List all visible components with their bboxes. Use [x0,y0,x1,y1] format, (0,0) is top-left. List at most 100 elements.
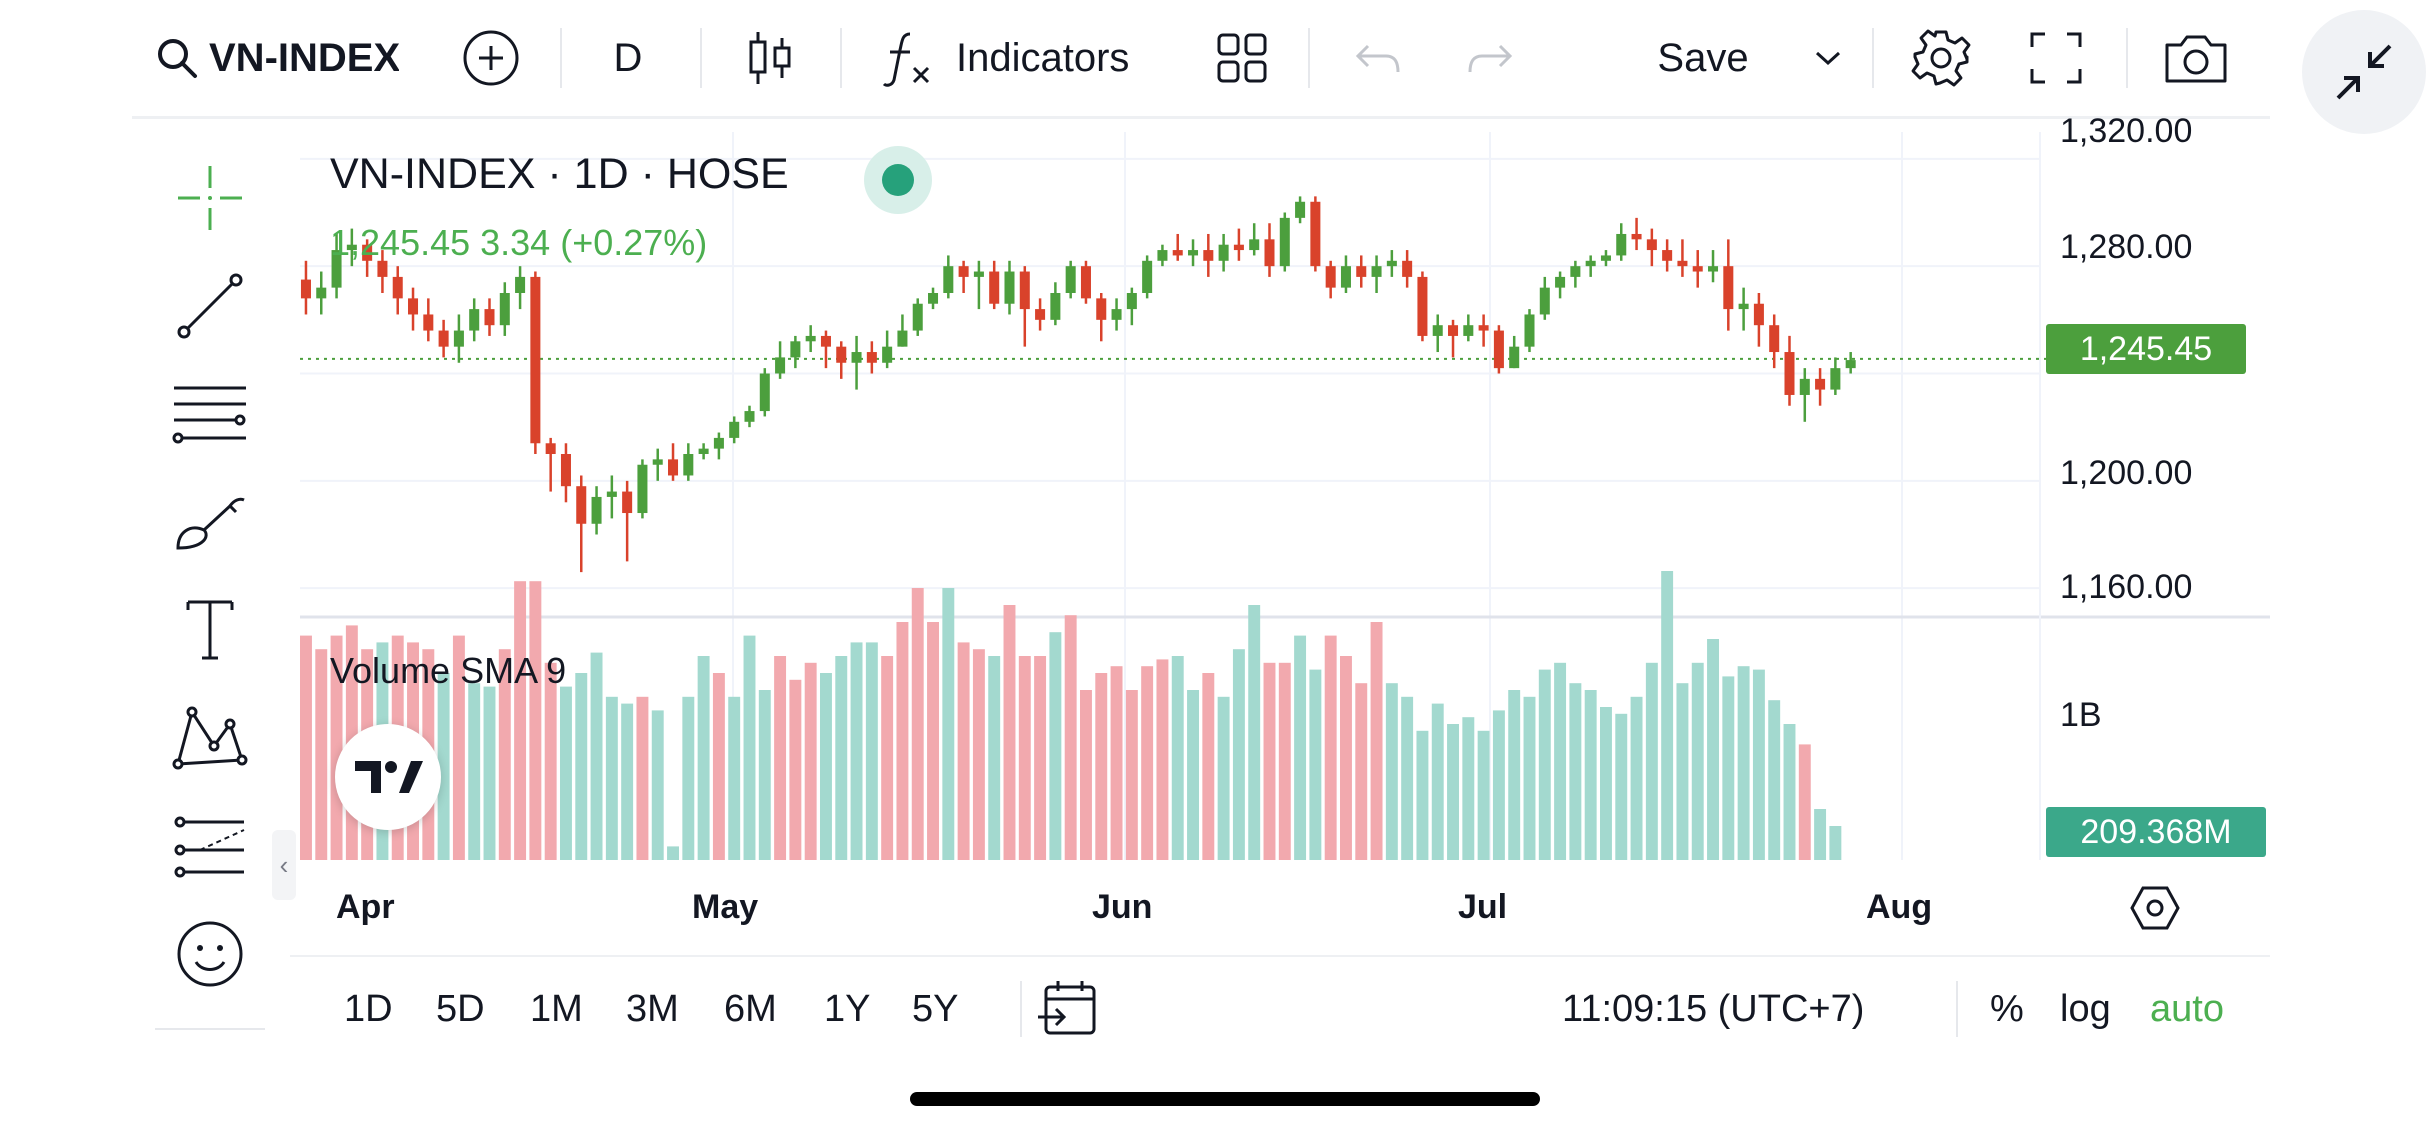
price-axis-label: 1,280.00 [2060,228,2193,266]
axis-settings-button[interactable] [2130,884,2180,937]
redo-button[interactable] [1464,22,1516,94]
volume-bar [1156,659,1169,860]
candle-body [1233,244,1244,251]
fib-tool[interactable] [155,369,265,459]
candle-body [1111,309,1122,320]
symbol-search[interactable]: VN-INDEX [155,22,410,94]
compare-button[interactable] [455,22,527,94]
candle-body [1065,266,1076,293]
candle-body [943,266,954,293]
time-axis-label: May [692,888,759,926]
candle-body [1249,239,1260,251]
candle-body [851,352,862,363]
candle-body [1616,233,1627,256]
current-price-tag: 1,245.45 [2046,324,2246,374]
chart-type-button[interactable] [740,22,800,94]
volume-bar [988,656,1001,860]
volume-bar [1370,622,1383,860]
auto-toggle[interactable]: auto [2150,987,2224,1030]
volume-bar [544,662,557,860]
candle-body [1585,260,1596,267]
percent-toggle[interactable]: % [1990,987,2024,1030]
range-6m[interactable]: 6M [724,987,777,1030]
undo-button[interactable] [1352,22,1404,94]
volume-bar [1355,683,1368,860]
collapse-icon [2336,44,2392,100]
snapshot-button[interactable] [2160,22,2232,94]
range-3m[interactable]: 3M [626,987,679,1030]
volume-bar [498,649,511,860]
horizontal-lines-icon [172,386,246,444]
tradingview-logo[interactable] [335,724,441,830]
volume-bar [1600,707,1612,860]
volume-bar [804,662,817,860]
volume-bar [1554,662,1567,860]
candle-body [545,443,556,454]
volume-bar [651,710,664,860]
pattern-tool[interactable] [155,693,265,783]
candle-body [882,346,893,363]
collapse-toolbar-handle[interactable]: ‹ [272,830,296,900]
volume-legend: Volume SMA 9 [330,650,567,691]
candle-body [1035,309,1046,320]
volume-bar [1125,690,1138,860]
range-1m[interactable]: 1M [530,987,583,1030]
candle-body [576,486,587,524]
time-axis-label: Jul [1458,888,1508,926]
volume-bar [468,683,481,860]
exit-fullscreen-button[interactable] [2302,10,2426,134]
fullscreen-button[interactable] [2026,22,2086,94]
candle-body [1019,271,1030,310]
goto-date-button[interactable] [1036,977,1100,1041]
candle-body [515,276,526,293]
prediction-tool[interactable] [155,801,265,891]
volume-bar [1324,635,1337,860]
candle-body [1662,250,1673,261]
volume-bar [1095,673,1108,860]
indicators-button[interactable]: Indicators [880,22,1170,94]
range-1d[interactable]: 1D [344,987,393,1030]
redo-icon [1468,44,1513,73]
range-5y[interactable]: 5Y [912,987,959,1030]
candle-body [1356,266,1367,277]
candle-body [331,250,342,288]
volume-bar [1462,717,1475,860]
crosshair-tool[interactable] [155,153,265,243]
smiley-icon [177,921,243,987]
brush-tool[interactable] [155,477,265,567]
volume-bar [927,622,939,860]
range-5d[interactable]: 5D [436,987,485,1030]
candle-body [1509,346,1520,369]
search-icon [158,39,197,78]
interval-button[interactable]: D [613,35,643,80]
clock-timezone[interactable]: 11:09:15 (UTC+7) [1562,987,1865,1030]
candle-body [1646,239,1657,251]
toolbar-divider [1872,28,1874,88]
candle-body [1188,250,1199,256]
layouts-button[interactable] [1212,22,1272,94]
save-menu-button[interactable] [1808,22,1848,94]
volume-bar [452,635,465,860]
text-icon [186,600,234,660]
grid-icon [1217,33,1267,83]
candle-body [1218,244,1229,261]
candle-body [591,496,602,524]
volume-bar [1080,690,1092,860]
log-toggle[interactable]: log [2060,987,2111,1030]
volume-bar [1645,662,1658,860]
candle-body [928,293,939,304]
indicators-label: Indicators [956,35,1130,80]
trend-line-tool[interactable] [155,261,265,351]
volume-bar [1064,615,1077,860]
candle-body [469,309,480,331]
candle-body [1004,271,1015,304]
candle-body [484,309,495,326]
range-1y[interactable]: 1Y [824,987,871,1030]
save-button[interactable]: Save [1657,35,1749,80]
emoji-tool[interactable] [155,909,265,999]
text-tool[interactable] [155,585,265,675]
volume-bar [697,656,710,860]
settings-button[interactable] [1910,22,1972,94]
tradingview-logo-icon [355,761,423,793]
